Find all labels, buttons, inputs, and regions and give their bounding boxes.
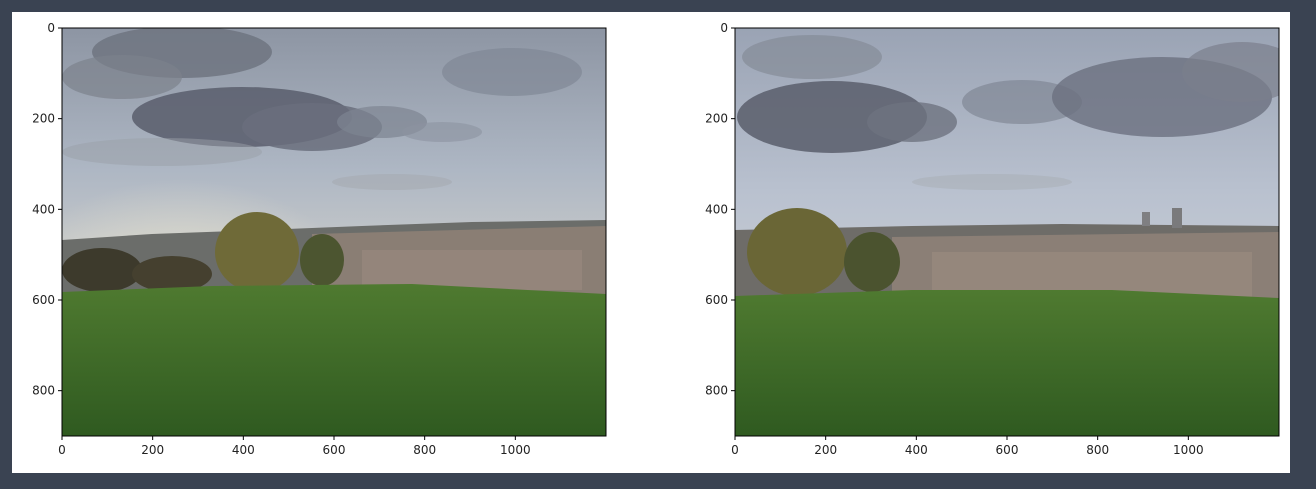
x-tick-label: 400 <box>905 443 928 457</box>
landscape-image-left <box>62 28 606 436</box>
y-tick-label: 200 <box>705 112 728 126</box>
axes-right: 0 200 400 600 800 1000 0 200 400 600 800 <box>705 21 1280 457</box>
y-tick-label: 600 <box>705 293 728 307</box>
y-tick-label: 0 <box>47 21 55 35</box>
y-tick-label: 800 <box>705 384 728 398</box>
x-tick-label: 1000 <box>1173 443 1204 457</box>
x-tick-label: 200 <box>141 443 164 457</box>
x-tick-label: 0 <box>58 443 66 457</box>
y-tick-label: 400 <box>32 202 55 216</box>
matplotlib-figure: 0 200 400 600 800 1000 0 200 400 600 800 0 200 400 600… <box>12 12 1290 473</box>
y-tick-label: 800 <box>32 384 55 398</box>
y-tick-label: 0 <box>720 21 728 35</box>
x-tick-label: 200 <box>814 443 837 457</box>
notebook-output-cell: 0 200 400 600 800 1000 0 200 400 600 800 0 200 400 600… <box>12 12 1290 473</box>
x-tick-label: 800 <box>1086 443 1109 457</box>
x-tick-label: 600 <box>996 443 1019 457</box>
figure-canvas: 0 200 400 600 800 1000 0 200 400 600 800 0 200 400 600… <box>32 21 1280 457</box>
y-tick-label: 600 <box>32 293 55 307</box>
x-tick-label: 1000 <box>500 443 531 457</box>
y-tick-label: 400 <box>705 202 728 216</box>
y-tick-label: 200 <box>32 112 55 126</box>
x-tick-label: 0 <box>731 443 739 457</box>
axes-left: 0 200 400 600 800 1000 0 200 400 600 800 <box>32 21 607 457</box>
x-tick-label: 600 <box>323 443 346 457</box>
x-tick-label: 800 <box>413 443 436 457</box>
x-tick-label: 400 <box>232 443 255 457</box>
landscape-image-right <box>735 28 1279 436</box>
